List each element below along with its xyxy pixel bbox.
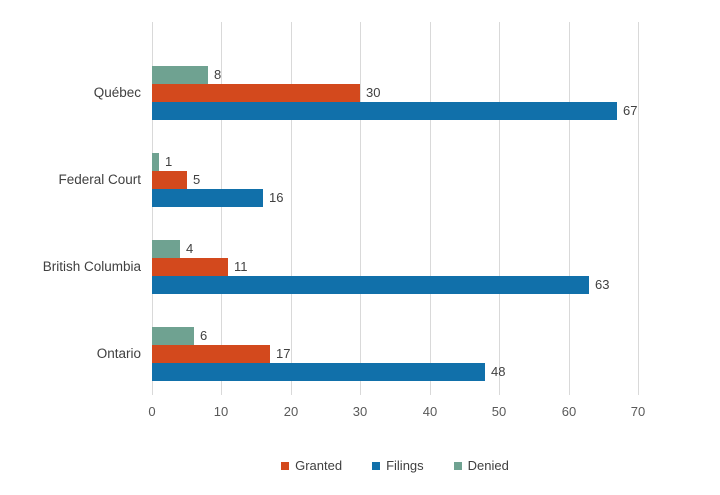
- bar-granted: [152, 258, 228, 276]
- x-tick-label: 30: [352, 404, 368, 419]
- bar-filings: [152, 189, 263, 207]
- bar-value-label: 17: [276, 346, 291, 361]
- legend-swatch-icon: [281, 461, 290, 470]
- bar-value-label: 63: [595, 277, 610, 292]
- bar-value-label: 8: [214, 67, 222, 82]
- legend-item-granted: Granted: [281, 458, 342, 473]
- category-label: Québec: [93, 85, 141, 100]
- gridline: [430, 22, 431, 395]
- bar-value-label: 16: [269, 190, 284, 205]
- gridline: [569, 22, 570, 395]
- plot-area: 8 30 67 1 5 16 4 11 63 6 17 48: [152, 22, 639, 395]
- legend-label: Denied: [467, 458, 509, 473]
- bar-filings: [152, 363, 485, 381]
- bar-value-label: 6: [200, 328, 208, 343]
- gridline: [638, 22, 639, 395]
- bar-value-label: 48: [491, 364, 506, 379]
- category-label: Ontario: [96, 346, 141, 361]
- bar-value-label: 67: [623, 103, 638, 118]
- category-label: Federal Court: [58, 172, 141, 187]
- bar-filings: [152, 102, 617, 120]
- gridline: [499, 22, 500, 395]
- gridline: [152, 22, 153, 395]
- legend-label: Granted: [295, 458, 343, 473]
- x-tick-label: 0: [148, 404, 156, 419]
- legend-label: Filings: [386, 458, 424, 473]
- legend-swatch-icon: [372, 461, 381, 470]
- bar-value-label: 1: [165, 154, 173, 169]
- legend-item-denied: Denied: [453, 458, 509, 473]
- bar-filings: [152, 276, 589, 294]
- legend-item-filings: Filings: [372, 458, 424, 473]
- bar-granted: [152, 84, 360, 102]
- bar-granted: [152, 345, 270, 363]
- legend: Granted Filings Denied: [70, 458, 720, 473]
- x-tick-label: 70: [630, 404, 646, 419]
- legend-swatch-icon: [453, 461, 462, 470]
- bar-value-label: 11: [234, 259, 248, 274]
- x-tick-label: 10: [213, 404, 229, 419]
- x-axis: 0 10 20 30 40 50 60 70: [148, 404, 645, 422]
- bar-granted: [152, 171, 187, 189]
- x-tick-label: 20: [283, 404, 299, 419]
- bar-denied: [152, 153, 159, 171]
- bar-denied: [152, 66, 208, 84]
- bar-denied: [152, 327, 194, 345]
- category-label: British Columbia: [42, 259, 141, 274]
- bar-value-label: 30: [366, 85, 381, 100]
- bar-value-label: 5: [193, 172, 201, 187]
- gridline: [360, 22, 361, 395]
- x-tick-label: 40: [422, 404, 438, 419]
- gridline: [291, 22, 292, 395]
- x-tick-label: 60: [561, 404, 577, 419]
- bar-denied: [152, 240, 180, 258]
- x-tick-label: 50: [491, 404, 507, 419]
- gridline: [221, 22, 222, 395]
- bar-value-label: 4: [186, 241, 194, 256]
